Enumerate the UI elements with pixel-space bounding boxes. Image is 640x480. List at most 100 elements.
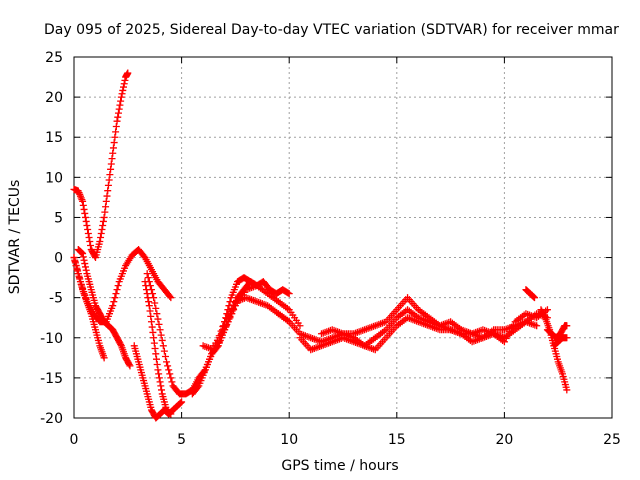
data-point [80,256,88,264]
data-point [110,298,118,306]
data-point [155,374,163,382]
data-point [563,386,571,394]
data-point [156,326,164,334]
data-point [563,334,571,342]
data-point [81,213,89,221]
data-point [284,289,292,297]
data-point [98,225,106,233]
x-tick-labels: 0 5 10 15 20 25 [70,432,621,448]
data-point [121,76,129,84]
x-tick-label: 20 [495,432,513,448]
data-point [96,238,104,246]
data-point [168,378,176,386]
data-point [146,307,154,315]
data-point [145,302,153,310]
data-point [104,181,112,189]
data-point [146,282,154,290]
data-point [73,266,81,274]
data-point [115,105,123,113]
data-point [178,398,186,406]
series-arc-10 [210,282,304,350]
data-point [114,113,122,121]
data-point [112,128,120,136]
data-point [120,80,128,88]
data-point [163,358,171,366]
data-point [114,109,122,117]
data-point [160,347,168,355]
y-tick-label: 25 [45,50,63,66]
data-point [126,362,134,370]
data-point [109,302,117,310]
data-point [194,383,202,391]
data-point [84,225,92,233]
data-point [103,192,111,200]
y-tick-label: -5 [49,291,63,307]
data-point [86,242,94,250]
series-arc-16 [537,306,571,394]
data-point [83,221,91,229]
data-point [102,197,110,205]
data-point [167,294,175,302]
data-point [79,250,87,258]
x-tick-label: 25 [603,432,621,448]
data-point [124,69,132,77]
data-point [531,294,539,302]
data-point [81,209,89,217]
series-arc-6 [141,278,175,418]
data-point [82,294,90,302]
data-point [148,323,156,331]
data-point [152,355,160,363]
data-point [529,292,537,300]
data-point [153,361,161,369]
data-point [80,205,88,213]
data-point [79,201,87,209]
data-point [145,278,153,286]
data-point [91,252,99,260]
data-point [285,290,293,298]
data-point [119,86,127,94]
data-point [530,293,538,301]
data-point [144,274,152,282]
data-point [155,370,163,378]
data-point [150,294,158,302]
x-tick-label: 10 [280,432,298,448]
data-point [152,350,160,358]
data-point [166,370,174,378]
data-point [228,310,236,318]
data-point [154,315,162,323]
series-arc-4 [70,246,175,326]
data-point [74,270,82,278]
data-point [151,344,159,352]
data-point [76,278,84,286]
data-point [78,249,86,257]
data-point [111,133,119,141]
data-point [224,318,232,326]
data-point [147,286,155,294]
data-point [114,282,122,290]
data-point [100,213,108,221]
data-point [533,322,541,330]
data-point [100,354,108,362]
data-point [158,386,166,394]
data-point [145,298,153,306]
data-point [226,314,234,322]
series-arc-3 [74,246,134,370]
data-point [222,322,230,330]
data-point [72,262,80,270]
x-axis-title: GPS time / hours [281,458,398,474]
data-point [147,318,155,326]
data-point [116,101,124,109]
y-tick-labels: -20 -15 -10 -5 0 5 10 15 20 25 [40,50,63,427]
data-point [166,409,174,417]
data-point [149,290,157,298]
data-point [107,160,115,168]
data-point [113,286,121,294]
data-point [78,281,86,289]
data-point [164,362,172,370]
data-point [165,366,173,374]
data-point [110,139,118,147]
series-arc-15 [522,286,539,302]
data-point [101,208,109,216]
data-point [156,378,164,386]
data-point [151,299,159,307]
